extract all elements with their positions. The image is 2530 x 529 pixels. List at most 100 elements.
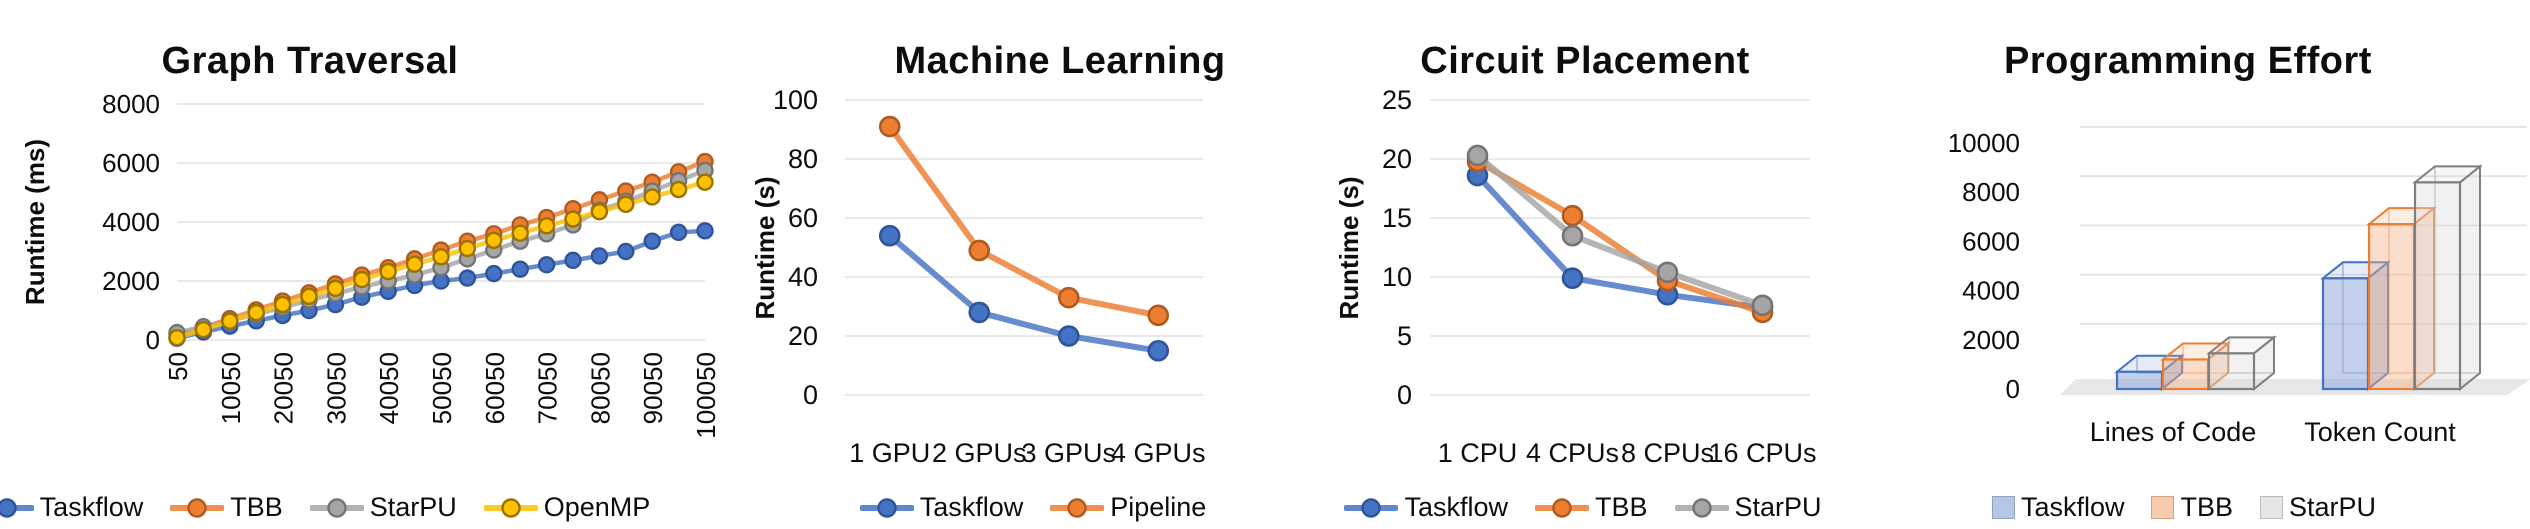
svg-text:Lines of Code: Lines of Code xyxy=(2090,417,2257,447)
machine-learning-legend: Taskflow Pipeline xyxy=(758,492,1308,523)
svg-text:1 CPU: 1 CPU xyxy=(1438,438,1518,468)
programming-effort-plot: 0 2000 4000 6000 8000 10000 Lines of Code Token… xyxy=(1948,126,2530,447)
legend-label-taskflow: Taskflow xyxy=(2020,492,2125,522)
svg-text:Runtime (ms): Runtime (ms) xyxy=(20,139,50,305)
legend-item-starpu: StarPU xyxy=(1674,492,1822,523)
legend-item-taskflow: Taskflow xyxy=(0,492,143,523)
legend-marker-tbb xyxy=(1534,497,1589,518)
chart-title-graph-traversal: Graph Traversal xyxy=(161,39,459,82)
legend-marker-starpu xyxy=(309,497,364,518)
svg-text:8000: 8000 xyxy=(1962,177,2020,207)
svg-text:4 GPUs: 4 GPUs xyxy=(1111,438,1206,468)
svg-text:6000: 6000 xyxy=(102,148,160,178)
svg-text:20050: 20050 xyxy=(269,352,299,424)
svg-text:40: 40 xyxy=(788,262,818,292)
svg-text:4000: 4000 xyxy=(1962,276,2020,306)
svg-text:30050: 30050 xyxy=(321,352,351,424)
svg-text:1 GPU: 1 GPU xyxy=(849,438,930,468)
legend-item-taskflow: Taskflow xyxy=(1991,492,2125,523)
svg-text:90050: 90050 xyxy=(638,352,668,424)
legend-marker-pipeline xyxy=(1050,497,1105,518)
svg-text:Runtime (s): Runtime (s) xyxy=(1334,177,1364,320)
chart-title-machine-learning: Machine Learning xyxy=(894,39,1226,82)
svg-text:80050: 80050 xyxy=(585,352,615,424)
svg-text:Token Count: Token Count xyxy=(2304,417,2456,447)
legend-label-pipeline: Pipeline xyxy=(1110,492,1207,522)
legend-label-tbb: TBB xyxy=(2180,492,2233,522)
svg-text:60050: 60050 xyxy=(480,352,510,424)
legend-marker-openmp xyxy=(483,497,538,518)
legend-item-starpu: StarPU xyxy=(309,492,457,523)
svg-text:6000: 6000 xyxy=(1962,226,2020,256)
legend-marker-taskflow xyxy=(1344,497,1399,518)
chart-machine-learning: Machine Learning 0 20 40 60 80 100 Runtime (s)… xyxy=(740,0,1290,529)
legend-item-starpu: StarPU xyxy=(2260,492,2376,523)
legend-item-taskflow: Taskflow xyxy=(859,492,1024,523)
svg-text:4000: 4000 xyxy=(102,207,160,237)
legend-label-tbb: TBB xyxy=(230,492,283,522)
legend-label-taskflow: Taskflow xyxy=(919,492,1024,522)
svg-text:100: 100 xyxy=(773,85,818,115)
legend-item-pipeline: Pipeline xyxy=(1050,492,1206,523)
legend-item-openmp: OpenMP xyxy=(483,492,651,523)
svg-text:20: 20 xyxy=(788,321,818,351)
svg-text:80: 80 xyxy=(788,144,818,174)
svg-text:5: 5 xyxy=(1397,321,1412,351)
chart-circuit-placement: Circuit Placement 0 5 10 15 20 25 Runtime (s) 1… xyxy=(1290,0,1910,529)
svg-text:0: 0 xyxy=(2006,374,2020,404)
legend-item-tbb: TBB xyxy=(170,492,283,523)
graph-traversal-legend: Taskflow TBB StarPU OpenMP xyxy=(0,492,685,523)
circuit-placement-plot: 0 5 10 15 20 25 Runtime (s) 1 CPU 4 CPUs 8 CPUs16… xyxy=(1334,85,1817,468)
svg-text:0: 0 xyxy=(146,325,160,355)
legend-label-starpu: StarPU xyxy=(1734,492,1822,522)
legend-label-starpu: StarPU xyxy=(2289,492,2377,522)
svg-text:25: 25 xyxy=(1382,85,1412,115)
svg-text:15: 15 xyxy=(1382,203,1412,233)
svg-text:100050: 100050 xyxy=(691,352,721,439)
svg-text:2 GPUs: 2 GPUs xyxy=(932,438,1027,468)
svg-text:4 CPUs: 4 CPUs xyxy=(1526,438,1619,468)
svg-text:16 CPUs: 16 CPUs xyxy=(1708,438,1816,468)
svg-text:2000: 2000 xyxy=(1962,325,2020,355)
legend-swatch-starpu xyxy=(2260,496,2283,519)
svg-text:10000: 10000 xyxy=(1948,128,2020,158)
chart-programming-effort: Programming Effort 0 2000 4000 6000 8000 1000… xyxy=(1910,0,2530,529)
svg-text:20: 20 xyxy=(1382,144,1412,174)
graph-traversal-plot: 0 2000 4000 6000 8000 Runtime (ms) 50 10050 2005… xyxy=(20,89,721,439)
legend-label-starpu: StarPU xyxy=(369,492,457,522)
svg-text:0: 0 xyxy=(1397,380,1412,410)
svg-text:8000: 8000 xyxy=(102,89,160,119)
chart-graph-traversal: Graph Traversal 0 2000 4000 6000 8000 Runtime… xyxy=(0,0,740,529)
svg-text:3 GPUs: 3 GPUs xyxy=(1021,438,1116,468)
chart-title-programming-effort: Programming Effort xyxy=(2004,39,2372,82)
legend-marker-tbb xyxy=(170,497,225,518)
legend-label-openmp: OpenMP xyxy=(543,492,651,522)
legend-label-taskflow: Taskflow xyxy=(1404,492,1508,522)
legend-item-tbb: TBB xyxy=(2151,492,2233,523)
svg-text:50: 50 xyxy=(163,352,193,381)
svg-text:8 CPUs: 8 CPUs xyxy=(1621,438,1714,468)
legend-marker-taskflow xyxy=(0,497,34,518)
svg-text:50050: 50050 xyxy=(427,352,457,424)
svg-text:10: 10 xyxy=(1382,262,1412,292)
svg-text:Runtime (s): Runtime (s) xyxy=(750,177,780,320)
chart-title-circuit-placement: Circuit Placement xyxy=(1420,39,1750,82)
svg-text:60: 60 xyxy=(788,203,818,233)
legend-label-taskflow: Taskflow xyxy=(39,492,144,522)
legend-item-tbb: TBB xyxy=(1534,492,1648,523)
svg-text:2000: 2000 xyxy=(102,266,160,296)
circuit-placement-legend: Taskflow TBB StarPU xyxy=(1273,492,1893,523)
svg-text:70050: 70050 xyxy=(533,352,563,424)
legend-item-taskflow: Taskflow xyxy=(1344,492,1508,523)
legend-swatch-taskflow xyxy=(1991,496,2015,519)
legend-label-tbb: TBB xyxy=(1594,492,1648,522)
legend-swatch-tbb xyxy=(2151,496,2175,519)
svg-text:10050: 10050 xyxy=(216,352,246,424)
legend-marker-taskflow xyxy=(859,497,914,518)
svg-text:40050: 40050 xyxy=(374,352,404,424)
svg-text:0: 0 xyxy=(803,380,818,410)
programming-effort-legend: Taskflow TBB StarPU xyxy=(1874,492,2494,523)
legend-marker-starpu xyxy=(1674,497,1729,518)
